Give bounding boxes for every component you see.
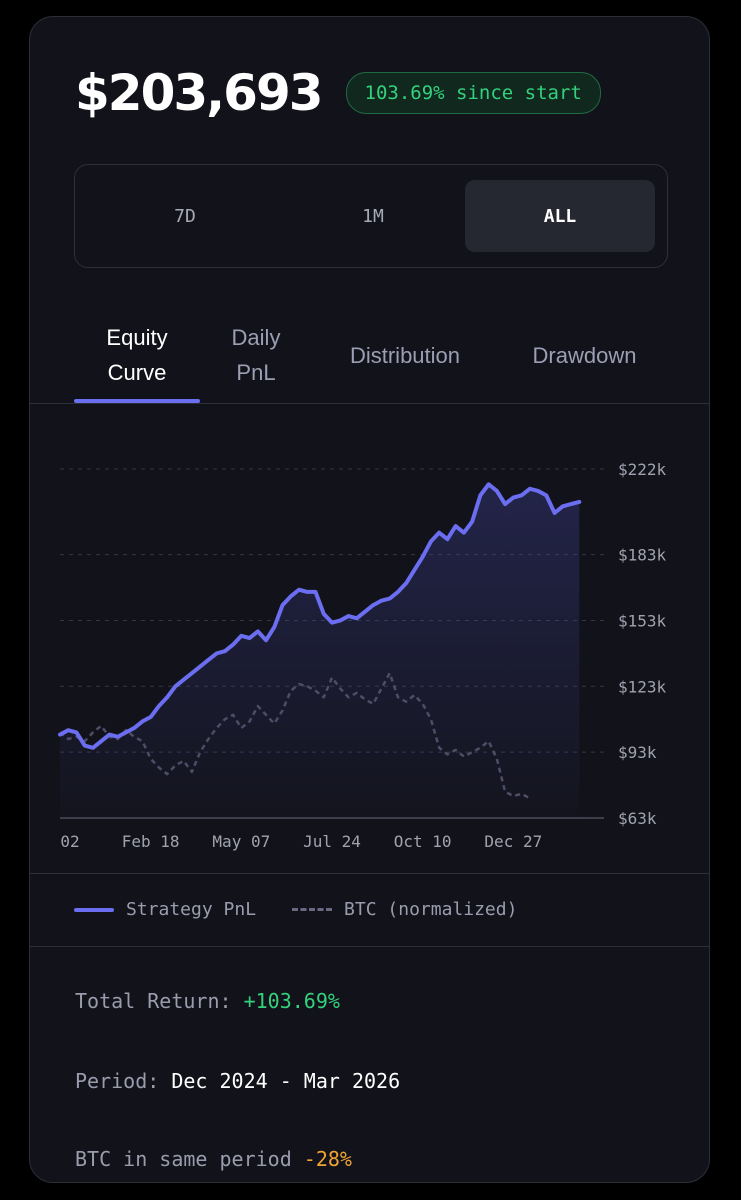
range-selector: 7D 1M ALL <box>74 164 668 268</box>
tab-distribution[interactable]: Distribution <box>325 307 485 403</box>
legend-strategy-label: Strategy PnL <box>126 899 257 920</box>
tab-drawdown-label: Drawdown <box>532 342 637 368</box>
stat-total-return: Total Return: +103.69% <box>75 989 340 1013</box>
equity-chart-svg: $222k $183k $153k $123k $93k $63k 02 Feb 18 May … <box>58 460 667 851</box>
tab-equity-curve-line1: Equity <box>106 325 168 350</box>
y-tick-label: $153k <box>618 611 667 630</box>
stat-btc-period: BTC in same period -28% <box>75 1147 352 1171</box>
tab-equity-curve-line2: Curve <box>107 360 167 385</box>
tab-drawdown[interactable]: Drawdown <box>512 307 657 403</box>
y-tick-label: $93k <box>618 743 657 762</box>
x-tick-label: Oct 10 <box>394 832 452 851</box>
tab-daily-pnl-line1: Daily <box>231 325 281 350</box>
tab-equity-curve[interactable]: Equity Curve <box>74 307 200 403</box>
range-all-button[interactable]: ALL <box>465 180 655 252</box>
y-tick-label: $222k <box>618 460 667 479</box>
chart-tabs: Equity Curve Daily PnL Distribution Drawdo… <box>30 307 709 404</box>
tab-daily-pnl-line2: PnL <box>236 360 276 385</box>
return-badge: 103.69% since start <box>345 72 601 114</box>
tab-daily-pnl[interactable]: Daily PnL <box>206 307 306 403</box>
y-tick-label: $123k <box>618 677 667 696</box>
equity-chart: $222k $183k $153k $123k $93k $63k 02 Feb 18 May … <box>30 403 709 874</box>
tab-distribution-label: Distribution <box>349 342 461 368</box>
x-tick-label: Jul 24 <box>303 832 361 851</box>
header: $203,693 103.69% since start <box>75 63 601 123</box>
x-tick-label: Feb 18 <box>122 832 180 851</box>
stat-total-return-value: +103.69% <box>243 989 340 1013</box>
strategy-area <box>60 484 580 818</box>
stat-period-value: Dec 2024 - Mar 2026 <box>171 1069 401 1093</box>
stat-btc-period-label: BTC in same period <box>75 1147 292 1171</box>
y-tick-label: $183k <box>618 546 667 565</box>
stat-period: Period: Dec 2024 - Mar 2026 <box>75 1069 400 1093</box>
active-tab-indicator <box>74 399 200 403</box>
btc-series-line <box>59 671 531 800</box>
y-tick-label: $63k <box>618 809 657 828</box>
portfolio-card: $203,693 103.69% since start 7D 1M ALL E… <box>29 16 710 1183</box>
legend-btc: BTC (normalized) <box>292 899 517 920</box>
range-1m-button[interactable]: 1M <box>362 205 384 227</box>
balance-value: $203,693 <box>75 64 324 122</box>
stat-btc-period-value: -28% <box>303 1147 352 1171</box>
strategy-series-line <box>58 482 582 750</box>
x-tick-label: 02 <box>60 832 79 851</box>
x-tick-label: May 07 <box>212 832 270 851</box>
legend-strategy: Strategy PnL <box>74 899 256 920</box>
legend-btc-label: BTC (normalized) <box>344 899 518 920</box>
stat-period-label: Period: <box>75 1069 160 1093</box>
x-tick-label: Dec 27 <box>484 832 542 851</box>
stat-total-return-label: Total Return: <box>75 989 232 1013</box>
legend-btc-swatch <box>292 908 333 911</box>
range-7d-button[interactable]: 7D <box>174 205 196 227</box>
legend-strategy-swatch <box>74 907 114 912</box>
chart-legend: Strategy PnL BTC (normalized) <box>30 873 709 947</box>
